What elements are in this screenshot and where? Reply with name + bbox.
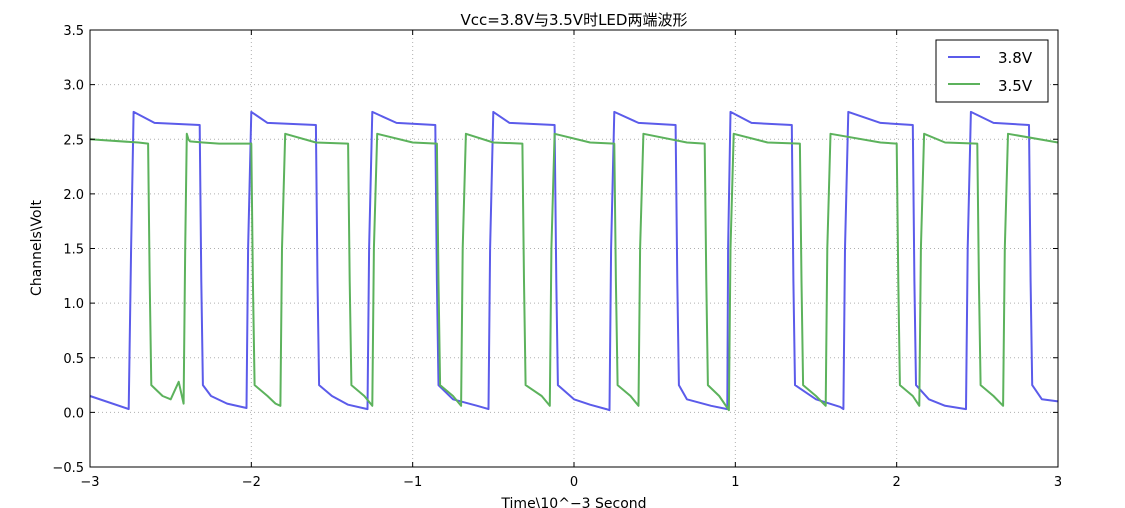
x-tick-label: −2: [242, 475, 261, 490]
x-tick-label: −3: [80, 475, 99, 490]
x-tick-label: 0: [570, 475, 578, 490]
legend-label-3-5v: 3.5V: [998, 77, 1033, 95]
x-tick-label: −1: [403, 475, 422, 490]
y-tick-label: −0.5: [52, 461, 84, 476]
legend-label-3-8v: 3.8V: [998, 49, 1033, 67]
y-tick-label: 1.5: [63, 243, 84, 258]
y-tick-label: 1.0: [63, 297, 84, 312]
legend-box: [935, 39, 1049, 103]
y-tick-label: 2.0: [63, 188, 84, 203]
y-tick-label: 2.5: [63, 133, 84, 148]
x-tick-label: 3: [1054, 475, 1062, 490]
x-axis-label: Time\10^−3 Second: [500, 496, 646, 508]
x-tick-label: 1: [731, 475, 739, 490]
grid-lines: [90, 30, 1058, 467]
tick-labels: −3 −2 −1 0 1 2 3 −0.5 0.0 0.5 1.0 1.5 2.0 2.5 3.0 3.5: [52, 24, 1062, 490]
series-layer: [89, 110, 1059, 412]
y-tick-label: 0.5: [63, 352, 84, 367]
series-line-3-8v: [89, 110, 1059, 412]
tick-marks: [89, 29, 1059, 468]
y-tick-label: 0.0: [63, 406, 84, 421]
chart-title: Vcc=3.8V与3.5V时LED两端波形: [461, 11, 688, 29]
y-tick-label: 3.5: [63, 24, 84, 39]
y-axis-label: Channels\Volt: [29, 200, 45, 296]
y-tick-label: 3.0: [63, 79, 84, 94]
legend: 3.8V 3.5V: [935, 39, 1049, 103]
x-tick-label: 2: [893, 475, 901, 490]
series-line-3-5v: [89, 132, 1059, 412]
